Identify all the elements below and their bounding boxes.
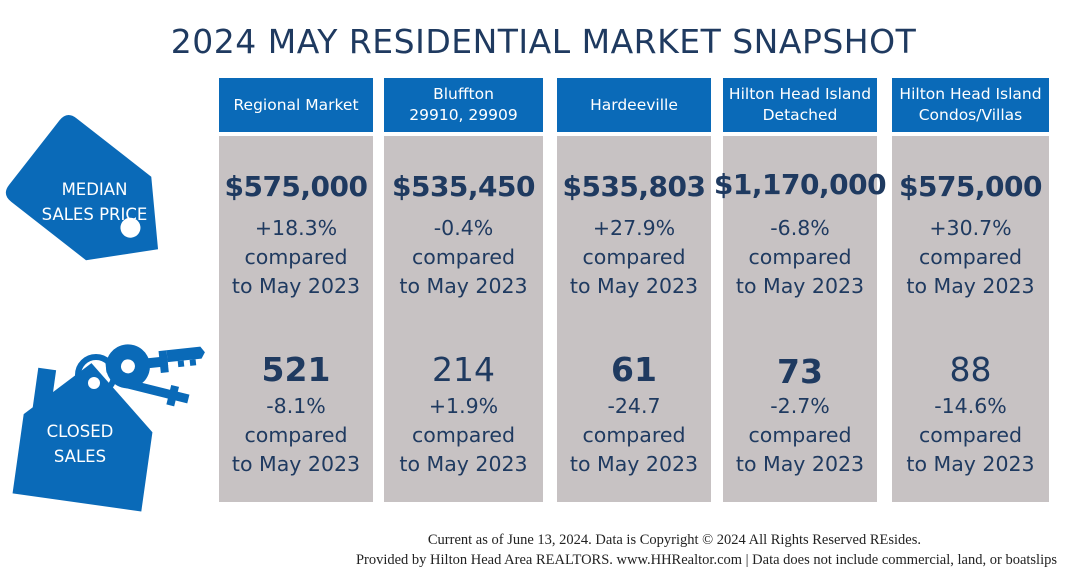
market-header: Hilton Head Island Condos/Villas (892, 78, 1049, 132)
median-price: $1,170,000 (713, 168, 887, 201)
footer-copyright: Current as of June 13, 2024. Data is Cop… (427, 532, 921, 548)
market-column-bluffton: Bluffton 29910, 29909 $535,450 -0.4% comp… (384, 78, 543, 502)
market-header: Hardeeville (557, 78, 711, 132)
closed-sales: 73 (777, 352, 823, 391)
market-panel (557, 136, 711, 502)
closed-sales: 61 (611, 350, 657, 389)
closed-label-line2: SALES (53, 447, 107, 466)
median-price: $575,000 (898, 170, 1043, 203)
price-change: +27.9% compared to May 2023 (569, 216, 699, 298)
median-price: $575,000 (224, 170, 368, 203)
market-column-regional: Regional Market $575,000 +18.3% compared t… (219, 78, 373, 502)
market-column-hardeeville: Hardeeville $535,803 +27.9% compared to Ma… (557, 78, 711, 502)
closed-sales: 521 (261, 350, 331, 389)
market-header: Bluffton 29910, 29909 (384, 78, 543, 132)
page-title: 2024 MAY RESIDENTIAL MARKET SNAPSHOT (170, 22, 917, 61)
sales-change: -14.6% compared to May 2023 (906, 394, 1035, 476)
market-header: Hilton Head Island Detached (723, 78, 877, 132)
sales-change: -2.7% compared to May 2023 (735, 394, 865, 476)
market-header: Regional Market (219, 78, 373, 132)
market-panel (723, 136, 877, 502)
closed-sales: 214 (432, 350, 495, 389)
price-change: -0.4% compared to May 2023 (399, 216, 528, 298)
market-panel (219, 136, 373, 502)
market-panel (384, 136, 543, 502)
median-price: $535,450 (391, 170, 536, 203)
median-label-line2: SALES PRICE (41, 205, 148, 224)
market-column-hhi-condos: Hilton Head Island Condos/Villas $575,00… (892, 78, 1049, 502)
house-keys-icon (12, 344, 205, 512)
median-price: $535,803 (562, 170, 706, 203)
price-change: -6.8% compared to May 2023 (735, 216, 865, 298)
closed-sales: 88 (949, 350, 992, 389)
footer-source: Provided by Hilton Head Area REALTORS. w… (355, 552, 1057, 568)
price-tag-icon (5, 115, 159, 261)
market-column-hhi-detached: Hilton Head Island Detached $1,170,000 -… (714, 78, 887, 502)
median-label-line1: MEDIAN (61, 180, 128, 199)
market-panel (892, 136, 1049, 502)
price-change: +30.7% compared to May 2023 (906, 216, 1035, 298)
sales-change: +1.9% compared to May 2023 (399, 394, 528, 476)
price-change: +18.3% compared to May 2023 (231, 216, 361, 298)
sales-change: -8.1% compared to May 2023 (231, 394, 361, 476)
sales-change: -24.7 compared to May 2023 (569, 394, 699, 476)
closed-label-line1: CLOSED (46, 422, 114, 441)
